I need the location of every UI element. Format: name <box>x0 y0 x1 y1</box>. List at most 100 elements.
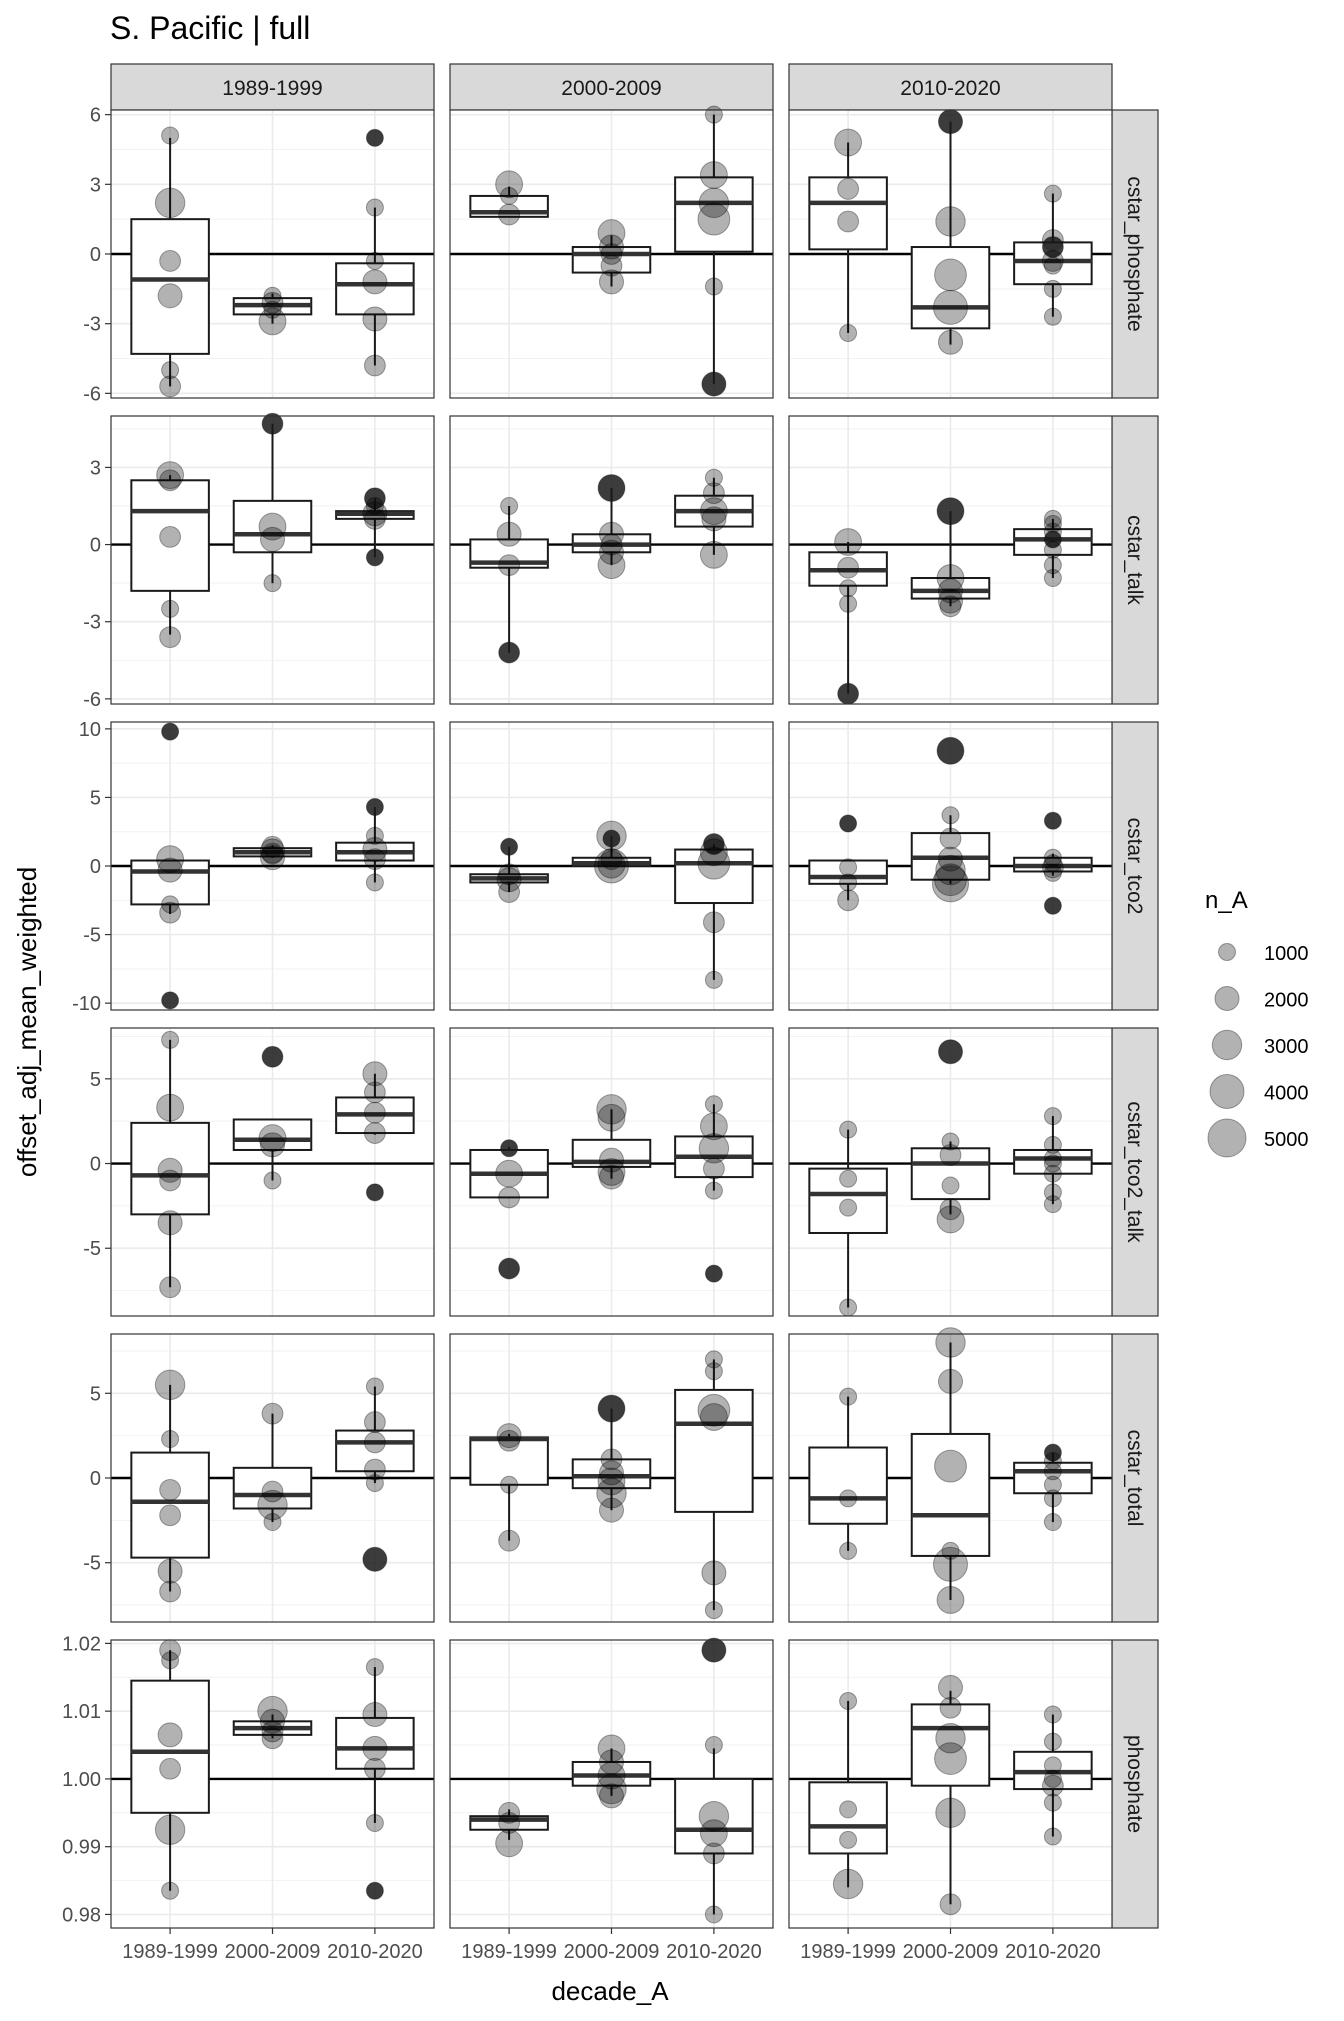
box-group <box>910 109 991 355</box>
column-strip <box>110 63 435 111</box>
box-group <box>674 105 754 397</box>
y-tick-label: -5 <box>83 1238 101 1260</box>
data-point <box>598 539 625 565</box>
data-point <box>159 1757 182 1780</box>
y-tick-label: 0 <box>90 244 101 266</box>
data-point <box>365 1474 384 1493</box>
row-strip-label: cstar_tco2_talk <box>1123 1101 1146 1243</box>
box-iqr <box>130 1121 210 1216</box>
data-point <box>936 497 965 526</box>
data-point <box>261 291 284 314</box>
panel-border <box>788 415 1113 705</box>
data-point <box>259 845 286 871</box>
panel-border <box>110 1027 435 1317</box>
box-group <box>674 1095 754 1283</box>
box-group <box>1013 1443 1093 1532</box>
box-group <box>232 412 313 593</box>
data-point <box>1041 1774 1064 1797</box>
y-tick-label: 1.01 <box>62 1701 101 1723</box>
data-point <box>1043 1154 1062 1173</box>
data-point <box>596 1773 627 1805</box>
data-point <box>500 837 519 856</box>
data-point <box>832 1868 864 1900</box>
data-point <box>600 1448 623 1471</box>
data-point <box>161 599 180 618</box>
data-point <box>598 1783 625 1809</box>
box-group <box>130 126 210 398</box>
column-strip-label: 2010-2020 <box>900 77 1000 100</box>
data-point <box>839 1120 858 1139</box>
data-point <box>365 1881 384 1900</box>
data-point <box>598 269 625 295</box>
data-point <box>702 833 725 855</box>
facet-panel <box>788 721 1113 1011</box>
data-point <box>837 889 860 912</box>
data-point <box>1043 184 1062 203</box>
data-point <box>1043 569 1062 587</box>
data-point <box>936 564 965 592</box>
box-group <box>571 1094 652 1190</box>
data-point <box>702 1842 725 1865</box>
data-point <box>263 1513 282 1532</box>
box-group <box>571 474 652 580</box>
box-group <box>910 1039 991 1234</box>
data-point <box>1041 250 1064 272</box>
data-point <box>1043 1164 1062 1183</box>
data-point <box>1043 1107 1062 1126</box>
data-point <box>263 300 282 319</box>
box-iqr <box>335 1716 415 1770</box>
y-tick-label: 5 <box>90 787 101 809</box>
legend-label: 5000 <box>1264 1129 1309 1151</box>
data-point <box>701 1560 727 1586</box>
box-group <box>130 1369 210 1603</box>
data-point <box>159 525 182 548</box>
box-group <box>910 1674 991 1916</box>
data-point <box>156 1093 185 1122</box>
data-point <box>261 1045 284 1068</box>
data-point <box>837 210 860 233</box>
data-point <box>498 641 521 664</box>
box-iqr <box>571 1458 652 1490</box>
data-point <box>362 1735 388 1761</box>
data-point <box>362 501 388 527</box>
data-point <box>704 1181 723 1200</box>
legend-key <box>1205 930 1249 974</box>
box-group <box>808 814 888 912</box>
data-point <box>597 1103 626 1132</box>
data-point <box>698 1133 730 1164</box>
x-tick-label: 2010-2020 <box>327 1941 423 1963</box>
data-point <box>263 286 282 305</box>
data-point <box>498 1257 521 1280</box>
box-group <box>808 528 888 705</box>
box-group <box>469 170 549 226</box>
box-group <box>808 1387 888 1560</box>
data-point <box>939 1144 962 1166</box>
data-point <box>597 551 626 580</box>
legend-symbol <box>1214 985 1240 1012</box>
y-tick-label: 1.02 <box>62 1633 101 1655</box>
box-group <box>674 1350 754 1620</box>
legend-key <box>1205 1023 1249 1067</box>
facet-panel <box>449 415 774 705</box>
column-strip <box>449 63 774 111</box>
data-point <box>161 722 180 741</box>
data-point <box>1043 1475 1062 1494</box>
y-tick-label: -3 <box>83 314 101 336</box>
data-point <box>498 1801 521 1824</box>
data-point <box>159 469 182 492</box>
panel-border <box>110 721 435 1011</box>
facet-panel <box>788 415 1113 705</box>
row-strip <box>1111 415 1159 705</box>
data-point <box>839 873 858 892</box>
data-point <box>937 846 964 872</box>
data-point <box>935 206 966 237</box>
facet-panel <box>449 105 774 399</box>
box-group <box>674 1637 754 1924</box>
facet-panel <box>449 1637 774 1929</box>
data-point <box>157 1157 183 1183</box>
data-point <box>839 1691 858 1710</box>
legend-key <box>1205 1116 1249 1160</box>
data-point <box>941 806 960 825</box>
x-tick-label: 1989-1999 <box>800 1941 896 1963</box>
